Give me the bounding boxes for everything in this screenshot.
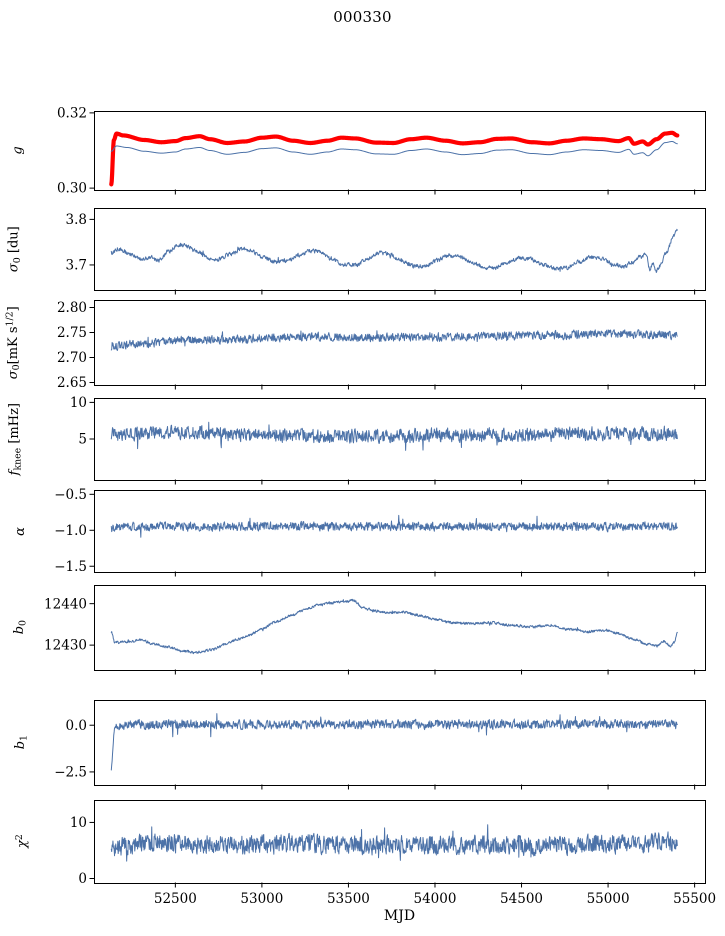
ylabel-text-alpha: α: [12, 526, 28, 536]
xticklabel-7: 55500: [673, 891, 716, 907]
yticklabel-b1-1: −2.5: [54, 765, 87, 781]
ylabel-gain: g: [0, 141, 36, 161]
panel-chi2: 0 10 52500 53000 53500 54000 54500 55000 55500: [70, 800, 716, 907]
panel-frame-b0: [94, 585, 706, 671]
panel-data-sigma0-du: [110, 228, 678, 273]
ylabel-b0: b0: [0, 618, 40, 638]
yticklabel-sigma0-mKs-1: 2.70: [57, 350, 87, 366]
ylabel-text-chi2: χ2: [13, 834, 31, 849]
yticklabel-fknee-0: 5: [78, 432, 87, 448]
yticklabel-sigma0-du-0: 3.7: [66, 258, 87, 274]
series-alpha: [110, 514, 678, 538]
ylabel-chi2: χ2: [0, 832, 44, 852]
yticklabel-chi2-1: 10: [70, 815, 87, 831]
yticklabel-chi2-0: 0: [78, 871, 87, 887]
yticklabel-b0-1: 12440: [44, 596, 87, 612]
panel-b1: 0.0 −2.5: [54, 700, 706, 790]
xticklabel-6: 55000: [587, 891, 630, 907]
series-sigma0: [110, 228, 678, 273]
panel-frame-fknee: [94, 398, 706, 481]
panel-frame-alpha: [94, 490, 706, 573]
panel-data-alpha: [110, 514, 678, 538]
panel-data-b0: [110, 598, 678, 655]
xticklabel-5: 54500: [500, 891, 543, 907]
panel-data-sigma0-mKs: [110, 329, 678, 351]
ylabel-alpha: α: [0, 521, 40, 541]
ylabel-sigma0-du: σ0 [du]: [0, 226, 30, 272]
ylabel-sigma0-mKs: σ0[mK s1/2]: [0, 306, 26, 379]
yticklabel-gain-0: 0.30: [57, 181, 87, 197]
panel-fknee: 5 10: [70, 395, 706, 485]
series-smoothed-gain: [109, 130, 680, 187]
ylabel-text-gain: g: [10, 146, 26, 155]
series-sigma0-calibrated: [110, 329, 678, 351]
yticklabel-sigma0-mKs-0: 2.65: [57, 375, 87, 391]
yticklabel-b1-0: 0.0: [66, 718, 87, 734]
ylabel-text-sigma0-mKs: σ0[mK s1/2]: [4, 306, 22, 379]
series-fknee: [110, 421, 678, 451]
panel-sigma0-mKs: 2.65 2.70 2.75 2.80: [57, 300, 706, 391]
panel-b0: 12430 12440: [44, 585, 706, 675]
ylabel-text-sigma0-du: σ0 [du]: [6, 226, 24, 272]
yticklabel-sigma0-mKs-2: 2.75: [57, 325, 87, 341]
figure-title: 000330: [333, 8, 392, 26]
yticklabel-sigma0-mKs-3: 2.80: [57, 300, 87, 316]
yticklabel-b0-0: 12430: [44, 638, 87, 654]
panel-data-chi2: [110, 824, 678, 862]
xticklabel-1: 52500: [154, 891, 197, 907]
yticklabel-gain-1: 0.32: [57, 105, 87, 121]
panel-frame-chi2: [94, 800, 706, 884]
yticklabel-alpha-1: −1.0: [54, 523, 87, 539]
panel-data-b1: [110, 713, 678, 771]
xticklabel-2: 53000: [240, 891, 283, 907]
panel-frame-sigma0-mKs: [94, 300, 706, 386]
ylabel-text-b1: b1: [12, 735, 30, 750]
panel-sigma0-du: 3.7 3.8: [66, 208, 706, 295]
panel-frame-gain: [94, 111, 706, 191]
yticklabel-alpha-0: −0.5: [54, 487, 87, 503]
series-chi2: [110, 824, 678, 862]
ylabel-fknee: fknee [mHz]: [0, 403, 30, 475]
ylabel-b1: b1: [0, 733, 42, 753]
panel-data-fknee: [110, 421, 678, 451]
ylabel-text-fknee: fknee [mHz]: [6, 402, 24, 476]
panel-alpha: −0.5 −1.0 −1.5: [54, 487, 706, 577]
yticklabel-fknee-1: 10: [70, 395, 87, 411]
ylabel-text-b0: b0: [11, 620, 29, 635]
panel-frame-b1: [94, 700, 706, 786]
panel-data-gain: [109, 130, 680, 187]
xticklabel-4: 54000: [414, 891, 457, 907]
panel-gain: 0.30 0.32: [57, 105, 706, 197]
series-b1: [110, 713, 678, 771]
yticklabel-sigma0-du-1: 3.8: [66, 212, 87, 228]
series-raw-gain: [110, 140, 678, 157]
x-axis-label: MJD: [383, 908, 416, 924]
series-b0: [110, 598, 678, 655]
yticklabel-alpha-2: −1.5: [54, 559, 87, 575]
xticklabel-3: 53500: [327, 891, 370, 907]
panel-frame-sigma0-du: [94, 208, 706, 291]
